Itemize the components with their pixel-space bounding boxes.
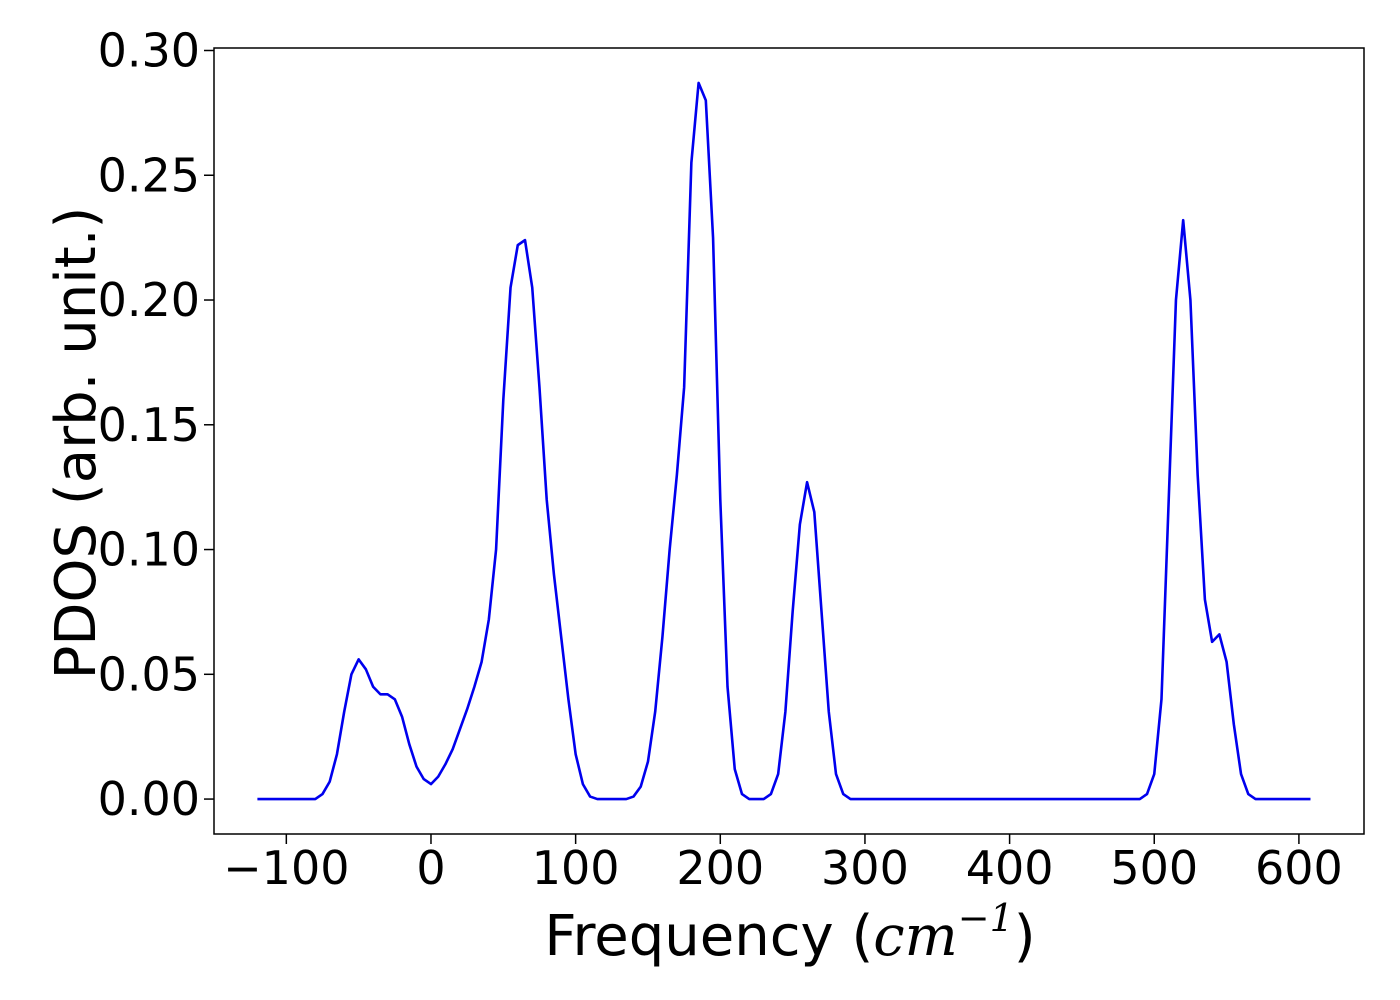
y-tick-label: 0.25 xyxy=(98,148,200,202)
x-tick-label: 200 xyxy=(676,841,764,895)
plot-area xyxy=(257,81,1311,801)
x-tick-label: 500 xyxy=(1110,841,1198,895)
x-axis-label-close: ) xyxy=(1014,904,1036,969)
pdos-series-line-0 xyxy=(257,81,1311,801)
x-tick-label: 300 xyxy=(821,841,909,895)
x-tick-label: −100 xyxy=(223,841,349,895)
plot-frame xyxy=(213,47,1365,835)
axis-ticks: −100 0 100 200 300 400 500 600 0.00 0.05 0.10 0.15 0… xyxy=(98,23,1343,895)
x-tick-label: 600 xyxy=(1255,841,1343,895)
x-tick-label: 100 xyxy=(532,841,620,895)
y-tick-label: 0.30 xyxy=(98,23,200,77)
x-axis-label: Frequency (cm−1) xyxy=(544,896,1035,969)
x-tick-label: 400 xyxy=(966,841,1054,895)
x-axis-label-exponent: −1 xyxy=(958,896,1014,940)
y-tick-label: 0.05 xyxy=(98,647,200,701)
y-tick-label: 0.15 xyxy=(98,398,200,452)
y-tick-label: 0.00 xyxy=(98,772,200,826)
y-tick-label: 0.20 xyxy=(98,273,200,327)
x-tick-label: 0 xyxy=(416,841,445,895)
y-axis-label: PDOS (arb. unit.) xyxy=(44,207,109,680)
y-tick-label: 0.10 xyxy=(98,523,200,577)
x-axis-label-unit: cm xyxy=(873,904,957,969)
x-axis-label-text: Frequency ( xyxy=(544,904,873,969)
